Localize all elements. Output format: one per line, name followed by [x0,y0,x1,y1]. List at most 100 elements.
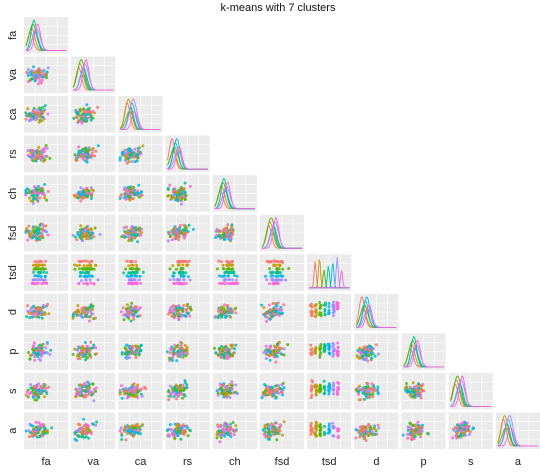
panel-fsd-ch [212,214,257,252]
chart-title: k-means with 7 clusters [221,2,336,14]
panel-ch-ca [118,175,163,212]
scatter-points [355,343,380,363]
scatter-points [25,302,51,320]
density-curve [403,339,444,368]
scatter-points [71,303,97,323]
scatter-points [30,259,49,286]
scatter-points [71,224,102,243]
y-label-s: s [7,388,19,394]
y-label-ch: ch [7,188,19,200]
panel-tsd-va [71,254,116,291]
panel-grid [24,17,540,449]
scatter-points [165,422,192,441]
panel-a-ch [212,412,257,449]
scatter-points [119,301,142,323]
scatter-points [168,259,192,286]
panel-s-va [71,372,116,410]
x-label-fa: fa [42,456,52,468]
panel-s-ca [118,372,163,410]
scatter-points [309,341,340,359]
y-label-rs: rs [7,149,19,159]
y-label-ca: ca [7,108,19,121]
panel-tsd-ch [212,254,257,291]
panel-p-va [71,333,116,370]
density-curve [73,58,114,91]
scatter-points [24,222,50,243]
panel-rs-fa [24,135,69,173]
panel-s-s [448,372,493,410]
panel-p-fa [24,333,69,370]
scatter-points [24,382,51,402]
scatter-points [215,259,240,286]
x-label-p: p [420,456,426,468]
y-label-fa: fa [7,30,19,40]
panel-tsd-fa [24,254,69,291]
scatter-points [26,144,52,163]
panel-p-rs [165,333,210,370]
scatter-points [118,382,148,400]
scatter-points [166,181,192,206]
y-label-tsd: tsd [7,265,19,280]
y-label-va: va [7,68,19,81]
panel-p-tsd [307,333,352,370]
scatter-points [215,380,239,399]
scatter-points [24,104,50,124]
scatter-points [118,144,145,165]
panel-a-va [71,412,116,449]
panel-p-p [401,333,446,370]
panel-p-ch [212,333,257,370]
scatter-points [72,186,95,203]
panel-rs-ca [118,135,163,173]
panel-a-s [448,412,493,449]
panel-s-p [401,372,446,410]
scatter-points [118,183,144,202]
scatter-points [213,303,238,319]
density-curve [120,110,161,131]
panel-s-fsd [259,372,305,410]
scatter-points [213,343,238,360]
panel-fsd-ca [118,214,163,252]
panel-s-ch [212,372,257,410]
panel-rs-rs [165,135,210,173]
x-label-tsd: tsd [322,456,337,468]
x-axis-labels: fa va ca rs ch fsd tsd d p s a [42,456,522,468]
scatter-points [401,420,430,442]
scatter-points [214,223,235,243]
panel-s-tsd [307,372,352,410]
panel-fsd-fsd [259,214,305,252]
panel-a-fsd [259,412,305,449]
panel-d-fsd [259,293,305,331]
panel-ch-va [71,175,116,212]
scatter-points [122,259,145,286]
panel-fsd-va [71,214,116,252]
panel-tsd-fsd [259,254,305,291]
density-curve [450,375,491,407]
x-label-rs: rs [183,456,193,468]
scatter-points [72,103,100,125]
scatter-points [120,225,144,244]
density-curve [497,427,538,447]
scatter-points [260,301,286,323]
scatter-points [120,343,143,360]
panel-a-a [495,412,540,449]
panel-d-ch [212,293,257,331]
scatter-points [354,381,380,402]
scatter-points [264,259,291,286]
panel-tsd-ca [118,254,163,291]
panel-a-ca [118,412,163,449]
panel-a-fa [24,412,69,449]
panel-va-fa [24,56,69,94]
scatter-points [308,300,340,318]
y-axis-labels: fa va ca rs ch fsd tsd d p s a [7,30,19,434]
panel-va-va [71,56,116,94]
panel-d-d [354,293,399,331]
panel-ch-fa [24,175,69,212]
scatter-points [24,183,50,205]
scatter-points [354,422,381,442]
scatter-points [167,302,193,322]
x-label-s: s [468,456,474,468]
panel-ca-va [71,96,116,133]
panel-s-rs [165,372,210,410]
y-label-a: a [7,427,19,434]
